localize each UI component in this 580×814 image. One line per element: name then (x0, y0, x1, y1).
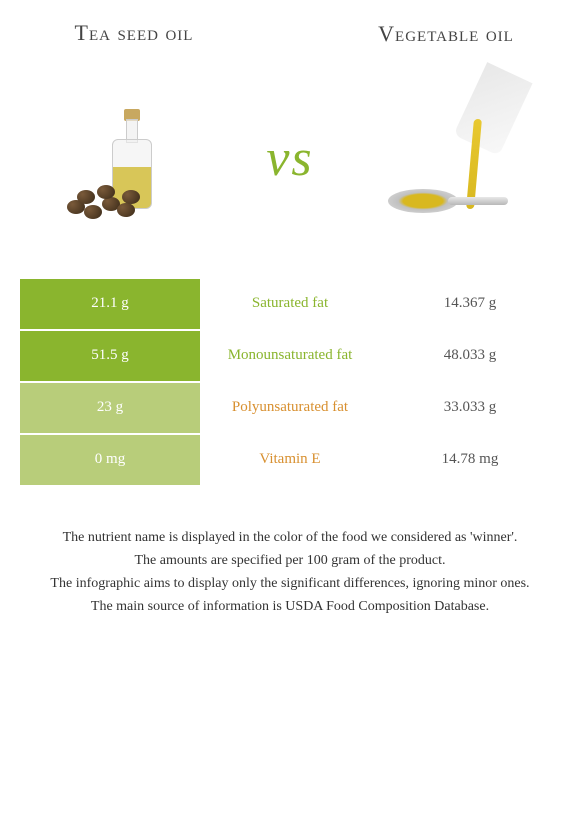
cell-left-value: 0 mg (20, 435, 200, 485)
header: Tea seed oil Vegetable oil (0, 0, 580, 59)
cell-nutrient-name: Saturated fat (200, 279, 380, 329)
oil-pour-icon (368, 69, 528, 249)
table-row: 0 mgVitamin E14.78 mg (20, 435, 560, 485)
cell-left-value: 21.1 g (20, 279, 200, 329)
footer-line: The amounts are specified per 100 gram o… (30, 550, 550, 571)
footer-line: The nutrient name is displayed in the co… (30, 527, 550, 548)
cell-left-value: 23 g (20, 383, 200, 433)
table-row: 23 gPolyunsaturated fat33.033 g (20, 383, 560, 433)
cell-right-value: 14.78 mg (380, 435, 560, 485)
cell-nutrient-name: Polyunsaturated fat (200, 383, 380, 433)
cell-right-value: 14.367 g (380, 279, 560, 329)
cell-right-value: 48.033 g (380, 331, 560, 381)
title-left: Tea seed oil (30, 20, 238, 46)
footer-notes: The nutrient name is displayed in the co… (0, 487, 580, 617)
cell-nutrient-name: Vitamin E (200, 435, 380, 485)
cell-left-value: 51.5 g (20, 331, 200, 381)
footer-line: The infographic aims to display only the… (30, 573, 550, 594)
images-row: vs (0, 59, 580, 279)
comparison-table: 21.1 gSaturated fat14.367 g51.5 gMonouns… (0, 279, 580, 485)
cell-nutrient-name: Monounsaturated fat (200, 331, 380, 381)
table-row: 21.1 gSaturated fat14.367 g (20, 279, 560, 329)
footer-line: The main source of information is USDA F… (30, 596, 550, 617)
image-tea-seed-oil (42, 69, 222, 249)
oil-bottle-icon (112, 109, 152, 209)
title-right: Vegetable oil (342, 20, 550, 49)
image-vegetable-oil (358, 69, 538, 249)
vs-label: vs (266, 129, 313, 188)
table-row: 51.5 gMonounsaturated fat48.033 g (20, 331, 560, 381)
cell-right-value: 33.033 g (380, 383, 560, 433)
